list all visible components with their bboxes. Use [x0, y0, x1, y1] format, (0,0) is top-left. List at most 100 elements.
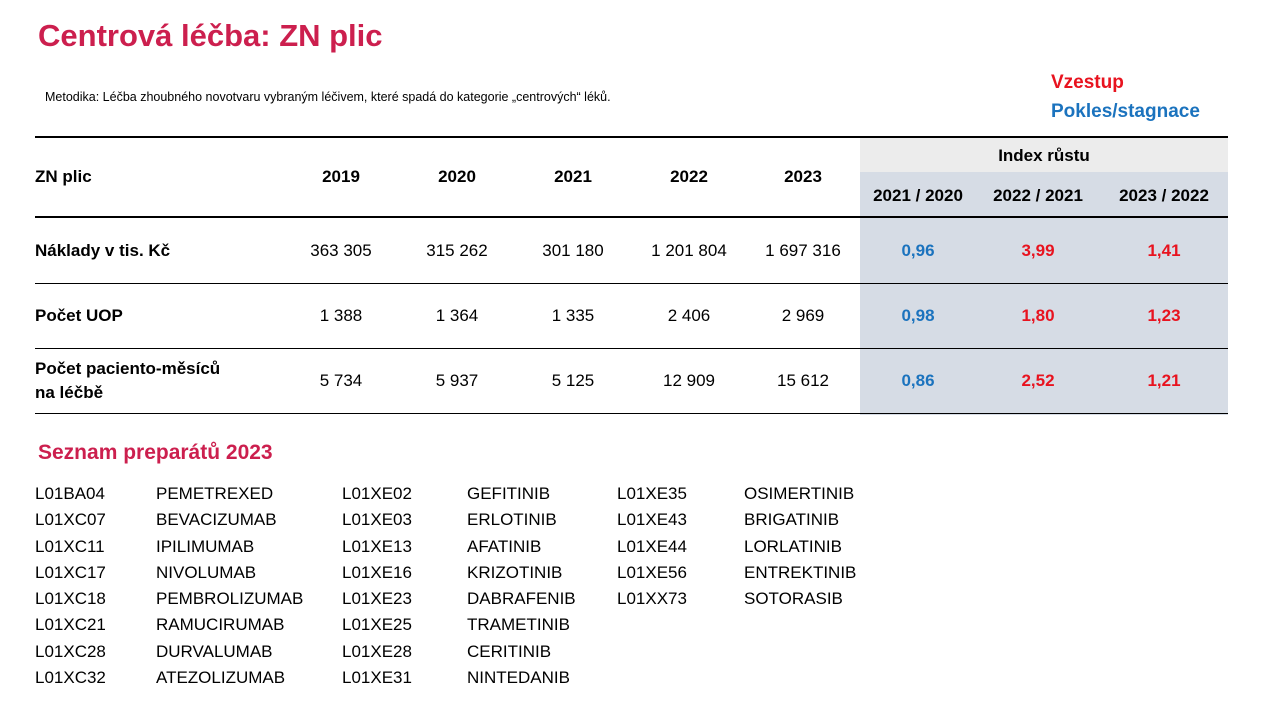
index-value-increase: 1,41	[1147, 240, 1181, 260]
table-cell: 1 388	[319, 306, 363, 325]
index-header-band	[860, 136, 1228, 172]
table-bottom-rule	[35, 413, 1228, 414]
index-period-header: 2023 / 2022	[1119, 186, 1209, 205]
table-cell: 2 969	[781, 306, 825, 325]
index-period-header: 2022 / 2021	[993, 186, 1083, 205]
drug-atc-code: L01XC28	[35, 641, 106, 661]
table-cell: 15 612	[777, 371, 829, 390]
index-value-decrease: 0,96	[901, 240, 935, 260]
row-label-patient-months: Počet paciento-měsíců na léčbě	[35, 349, 285, 413]
table-cell: 1 201 804	[651, 240, 727, 260]
drug-names-column: PEMETREXED BEVACIZUMAB IPILIMUMAB NIVOLUMAB…	[156, 481, 303, 691]
table-cell: 1 364	[435, 306, 479, 325]
drug-name: OSIMERTINIB	[744, 484, 855, 503]
drug-name: TRAMETINIB	[467, 615, 570, 635]
drug-name: KRIZOTINIB	[467, 562, 563, 582]
table-cell: 1 335	[551, 306, 595, 325]
table-cell: 301 180	[542, 240, 604, 260]
drug-atc-code: L01XE43	[617, 510, 687, 530]
drug-atc-code: L01XC11	[35, 536, 105, 556]
drug-atc-code: L01XC21	[35, 615, 106, 635]
year-header: 2020	[438, 167, 476, 186]
table-cell: 1 697 316	[765, 240, 841, 260]
drug-name: LORLATINIB	[744, 536, 842, 556]
drug-name: BRIGATINIB	[744, 510, 840, 530]
drug-atc-code: L01XE13	[342, 536, 412, 556]
drug-name: DABRAFENIB	[467, 589, 576, 609]
drug-names-column: OSIMERTINIB BRIGATINIB LORLATINIB ENTREKTIN…	[744, 481, 856, 612]
table-cell: 2 406	[667, 306, 711, 325]
index-value-decrease: 0,98	[901, 306, 935, 325]
index-value-increase: 2,52	[1021, 371, 1055, 390]
legend-increase: Vzestup	[1051, 72, 1124, 93]
row-label-costs: Náklady v tis. Kč	[35, 240, 171, 260]
index-value-increase: 3,99	[1021, 240, 1055, 260]
page-title: Centrová léčba: ZN plic	[38, 18, 383, 53]
drug-atc-code: L01BA04	[35, 484, 105, 503]
year-header: 2019	[322, 167, 360, 186]
table-cell: 315 262	[426, 240, 488, 260]
year-header: 2023	[784, 167, 822, 186]
stats-table: ZN plic 2019 2020 2021 2022 2023 Index r…	[35, 136, 1228, 415]
drug-name: DURVALUMAB	[156, 641, 273, 661]
drug-name: ERLOTINIB	[467, 510, 557, 530]
drug-atc-code: L01XX73	[617, 589, 687, 609]
drug-name: NINTEDANIB	[467, 668, 570, 688]
year-header: 2021	[554, 167, 592, 186]
table-cell: 5 937	[435, 371, 479, 390]
table-row-divider	[35, 348, 1228, 349]
drug-name: CERITINIB	[467, 641, 552, 661]
index-value-increase: 1,23	[1147, 306, 1181, 325]
drug-name: GEFITINIB	[467, 484, 551, 503]
drug-name: BEVACIZUMAB	[156, 510, 277, 530]
drug-atc-code: L01XE25	[342, 615, 412, 635]
drug-atc-code: L01XE28	[342, 641, 412, 661]
drug-atc-code: L01XE16	[342, 562, 412, 582]
drug-atc-code: L01XE23	[342, 589, 412, 609]
drug-atc-code: L01XE03	[342, 510, 412, 530]
drug-name: NIVOLUMAB	[156, 562, 257, 582]
index-period-header: 2021 / 2020	[873, 186, 963, 205]
methodology-note: Metodika: Léčba zhoubného novotvaru vybr…	[45, 90, 611, 104]
table-cell: 5 734	[319, 371, 363, 390]
drug-codes-column: L01BA04 L01XC07 L01XC11 L01XC17 L01XC18 L01XC…	[35, 481, 106, 691]
drug-codes-column: L01XE35 L01XE43 L01XE44 L01XE56 L01XX73	[617, 481, 687, 612]
drug-atc-code: L01XC17	[35, 562, 106, 582]
table-row-divider	[35, 283, 1228, 284]
drug-atc-code: L01XE31	[342, 668, 412, 688]
drug-name: ATEZOLIZUMAB	[156, 668, 286, 688]
drug-name: RAMUCIRUMAB	[156, 615, 285, 635]
row-label-line: na léčbě	[35, 383, 104, 402]
drug-atc-code: L01XE02	[342, 484, 412, 503]
drug-atc-code: L01XE44	[617, 536, 687, 556]
drug-name: PEMETREXED	[156, 484, 274, 503]
drug-atc-code: L01XC32	[35, 668, 106, 688]
drug-atc-code: L01XE56	[617, 562, 687, 582]
drug-atc-code: L01XE35	[617, 484, 687, 503]
table-header-rule	[35, 216, 1228, 218]
drug-name: ENTREKTINIB	[744, 562, 857, 582]
drug-name: PEMBROLIZUMAB	[156, 589, 304, 609]
table-cell: 363 305	[310, 240, 372, 260]
table-cell: 5 125	[551, 371, 595, 390]
drug-atc-code: L01XC18	[35, 589, 106, 609]
drug-names-column: GEFITINIB ERLOTINIB AFATINIB KRIZOTINIB DABR…	[467, 481, 576, 691]
drug-name: AFATINIB	[467, 536, 542, 556]
drug-name: SOTORASIB	[744, 589, 843, 609]
index-value-increase: 1,21	[1147, 371, 1181, 390]
index-value-decrease: 0,86	[901, 371, 935, 390]
drug-name: IPILIMUMAB	[156, 536, 255, 556]
table-top-rule	[35, 136, 1228, 138]
table-cell: 12 909	[663, 371, 715, 390]
drug-atc-code: L01XC07	[35, 510, 106, 530]
row-label-uop: Počet UOP	[35, 306, 123, 325]
legend-decrease: Pokles/stagnace	[1051, 101, 1200, 122]
drug-list-title: Seznam preparátů 2023	[38, 441, 273, 464]
row-label-line: Počet paciento-měsíců	[35, 359, 221, 378]
drug-codes-column: L01XE02 L01XE03 L01XE13 L01XE16 L01XE23 L01XE…	[342, 481, 412, 691]
row-header-label: ZN plic	[35, 167, 92, 186]
index-columns-band	[860, 172, 1228, 415]
year-header: 2022	[670, 167, 708, 186]
index-value-increase: 1,80	[1021, 306, 1055, 325]
index-header: Index růstu	[998, 146, 1090, 165]
